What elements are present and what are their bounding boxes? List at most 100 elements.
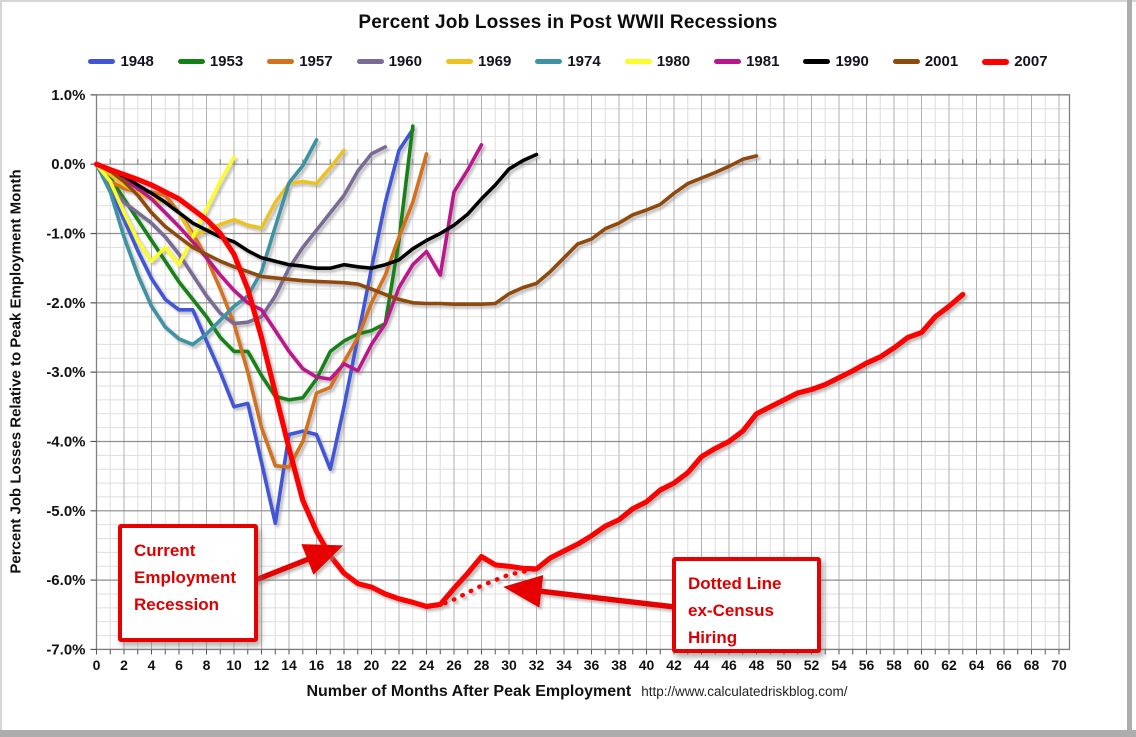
x-tick-label: 10: [226, 657, 242, 673]
x-tick-label: 60: [914, 657, 930, 673]
legend-item-1990: 1990: [803, 53, 869, 70]
series-line-1960: [94, 145, 388, 326]
x-tick-label: 22: [391, 657, 407, 673]
x-tick-label: 46: [721, 657, 737, 673]
x-tick-label: 8: [203, 657, 211, 673]
legend-item-2007: 2007: [982, 53, 1048, 70]
legend-item-1957: 1957: [267, 53, 333, 70]
y-tick-label: -5.0%: [46, 503, 85, 520]
legend-item-1974: 1974: [535, 53, 601, 70]
y-tick-label: 0.0%: [51, 156, 85, 173]
source-url-text: http://www.calculatedriskblog.com/: [641, 684, 848, 699]
legend-swatch-1957: [267, 59, 295, 64]
annotation-arrow-1: [503, 574, 676, 610]
x-tick-label: 66: [996, 657, 1012, 673]
x-tick-label: 44: [694, 657, 710, 673]
y-tick-label: -1.0%: [46, 226, 85, 243]
x-tick-label: 20: [364, 657, 380, 673]
legend-label: 1957: [299, 53, 333, 70]
legend-item-1969: 1969: [445, 53, 512, 70]
legend-label: 1948: [120, 53, 154, 70]
x-tick-label: 26: [446, 657, 462, 673]
y-tick-label: -2.0%: [46, 295, 85, 312]
y-tick-label: -7.0%: [46, 641, 85, 658]
y-axis-title: Percent Job Losses Relative to Peak Empl…: [7, 169, 25, 574]
legend-swatch-1960: [356, 59, 384, 64]
legend-swatch-2007: [982, 58, 1010, 65]
series-lines: [93, 124, 966, 610]
x-tick-label: 16: [309, 657, 325, 673]
y-tick-label: -4.0%: [46, 433, 85, 450]
legend-item-1981: 1981: [714, 53, 779, 70]
x-tick-label: 0: [93, 657, 101, 673]
x-tick-label: 28: [474, 657, 490, 673]
x-tick-label: 2: [120, 657, 128, 673]
annotation-current-recession: Current Employment Recession: [118, 524, 258, 642]
x-tick-label: 42: [666, 657, 682, 673]
legend-label: 1990: [835, 53, 869, 70]
annotation-arrows: [251, 544, 676, 610]
legend-swatch-1948: [88, 59, 116, 64]
annotation-ex-census: Dotted Line ex-Census Hiring: [672, 557, 821, 653]
legend-label: 1981: [746, 53, 780, 70]
legend-label: 1960: [388, 53, 422, 70]
x-axis-tick-labels: 0 2 4 6 8 10 12 14 16 18 20 22 24 26 28 30 32 34 36 38 40 42 4…: [93, 657, 1067, 673]
series-line-2007: [93, 161, 966, 610]
legend-label: 2007: [1014, 53, 1048, 70]
x-tick-label: 50: [776, 657, 792, 673]
x-tick-label: 58: [886, 657, 902, 673]
legend-swatch-2001: [892, 59, 920, 64]
series-line-1948: [94, 127, 415, 526]
window-border-bottom: [0, 730, 1136, 737]
x-tick-label: 64: [969, 657, 985, 673]
legend-swatch-1980: [624, 59, 652, 64]
x-tick-label: 40: [639, 657, 655, 673]
window-border-left: [0, 0, 2, 737]
x-tick-label: 18: [336, 657, 352, 673]
legend-label: 1969: [477, 53, 512, 70]
legend-label: 1953: [209, 53, 244, 70]
legend-item-2001: 2001: [892, 53, 959, 70]
annotation-arrow-0: [251, 544, 344, 584]
legend-item-1948: 1948: [88, 53, 154, 70]
chart-legend: 1948 1953 1957 1960 1969 1974 1980 1981 1990 2001…: [0, 53, 1136, 70]
x-axis-title-row: Number of Months After Peak Employment h…: [0, 683, 1136, 701]
x-tick-label: 30: [501, 657, 517, 673]
x-tick-label: 54: [831, 657, 847, 673]
legend-label: 1980: [656, 53, 691, 70]
x-tick-label: 12: [254, 657, 270, 673]
x-tick-label: 32: [529, 657, 545, 673]
x-tick-label: 48: [749, 657, 765, 673]
y-axis-tick-labels: 1.0% 0.0% -1.0% -2.0% -3.0% -4.0% -5.0% -6.0% -7…: [46, 87, 85, 659]
x-tick-label: 14: [281, 657, 297, 673]
legend-swatch-1974: [535, 59, 563, 64]
series-line-1981: [94, 143, 484, 381]
x-tick-label: 70: [1051, 657, 1067, 673]
legend-label: 2001: [924, 53, 959, 70]
window-border-top: [0, 0, 1136, 2]
series-line-1990: [94, 152, 539, 271]
legend-item-1980: 1980: [624, 53, 691, 70]
x-tick-label: 62: [941, 657, 957, 673]
legend-swatch-1990: [803, 59, 831, 64]
legend-item-1960: 1960: [356, 53, 422, 70]
x-tick-label: 34: [556, 657, 572, 673]
series-line-2001: [94, 154, 759, 307]
legend-swatch-1981: [714, 59, 742, 64]
legend-item-1953: 1953: [177, 53, 244, 70]
x-tick-label: 68: [1024, 657, 1040, 673]
x-axis-title: Number of Months After Peak Employment: [306, 683, 632, 700]
legend-swatch-1953: [177, 59, 205, 64]
x-tick-label: 56: [859, 657, 875, 673]
y-tick-label: -3.0%: [46, 364, 85, 381]
x-tick-label: 38: [611, 657, 627, 673]
y-tick-label: -6.0%: [46, 572, 85, 589]
series-line-1980: [94, 155, 236, 267]
x-tick-label: 36: [584, 657, 600, 673]
x-tick-label: 6: [175, 657, 183, 673]
series-line-2007-ex-census: [424, 566, 539, 609]
chart-title: Percent Job Losses in Post WWII Recessio…: [358, 12, 778, 33]
y-tick-label: 1.0%: [51, 87, 85, 104]
